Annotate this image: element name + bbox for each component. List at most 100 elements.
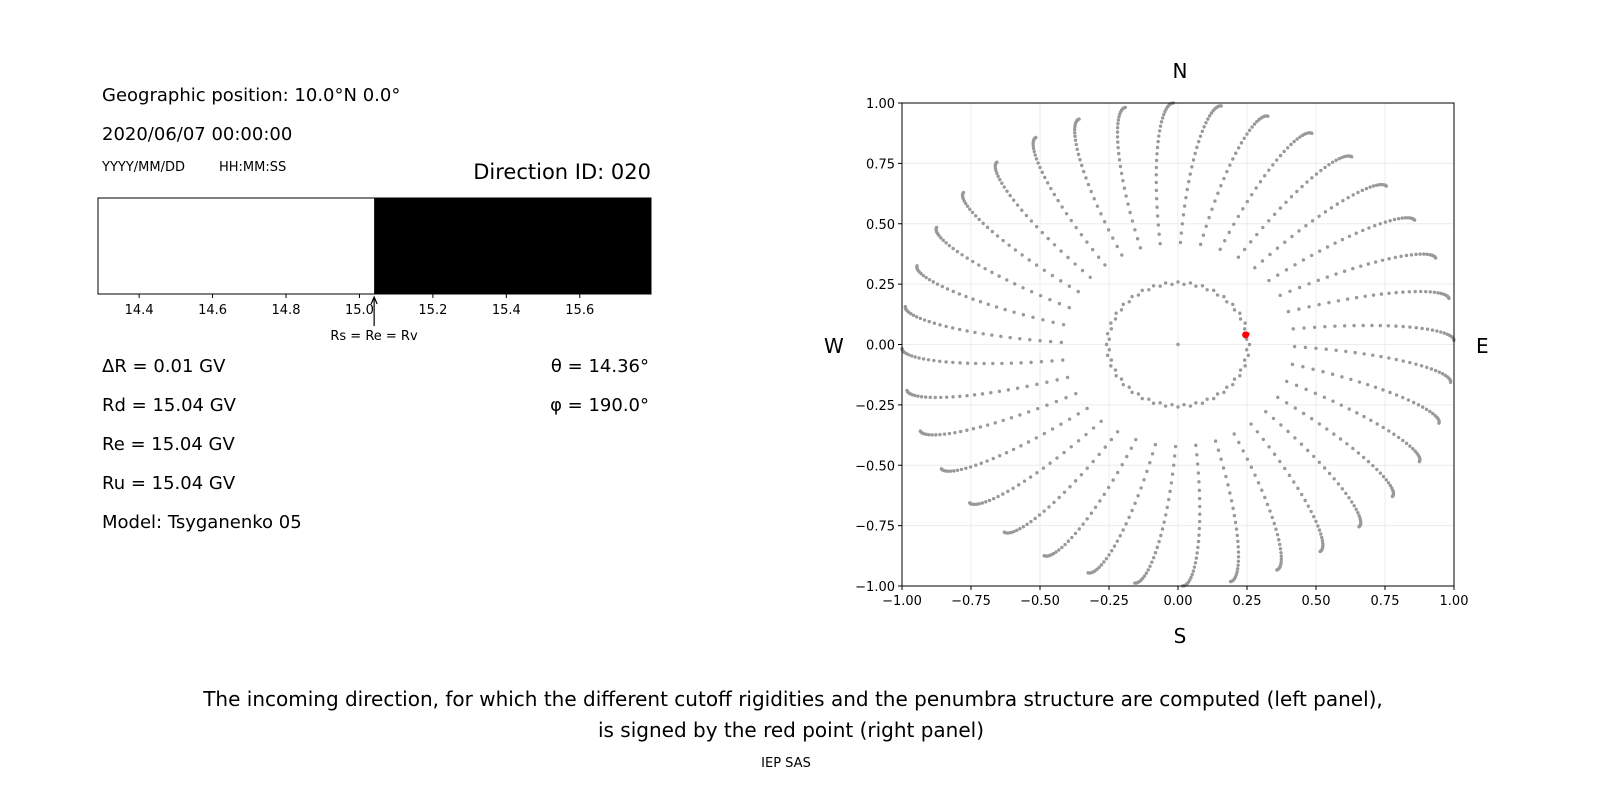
grid-point bbox=[1373, 224, 1377, 228]
grid-point bbox=[1206, 117, 1210, 121]
grid-point bbox=[1115, 539, 1120, 543]
grid-point bbox=[1055, 378, 1059, 382]
grid-point bbox=[971, 297, 975, 301]
grid-point bbox=[1357, 513, 1361, 518]
grid-point bbox=[1012, 529, 1016, 534]
grid-point bbox=[938, 359, 942, 363]
grid-point bbox=[1321, 369, 1325, 374]
grid-point bbox=[1034, 225, 1039, 229]
grid-point bbox=[1097, 452, 1101, 457]
grid-point bbox=[934, 433, 938, 437]
grid-point bbox=[1250, 125, 1254, 129]
grid-point bbox=[1317, 302, 1321, 307]
grid-point bbox=[1228, 163, 1232, 167]
grid-point bbox=[1201, 233, 1206, 237]
grid-point bbox=[1325, 245, 1330, 249]
grid-point bbox=[1227, 230, 1231, 235]
grid-point bbox=[1231, 157, 1235, 161]
grid-point bbox=[932, 358, 936, 363]
grid-point bbox=[1236, 255, 1241, 259]
grid-point bbox=[1310, 219, 1315, 223]
grid-point bbox=[1440, 372, 1445, 376]
grid-point bbox=[1191, 158, 1196, 162]
grid-point bbox=[1130, 219, 1135, 223]
grid-point bbox=[1060, 545, 1064, 550]
grid-point bbox=[1059, 340, 1064, 345]
grid-point bbox=[951, 246, 955, 251]
grid-point bbox=[1081, 522, 1085, 526]
grid-point bbox=[1275, 532, 1280, 537]
grid-point bbox=[991, 361, 995, 366]
grid-point bbox=[1297, 229, 1301, 233]
grid-point bbox=[1086, 571, 1090, 575]
grid-point bbox=[947, 243, 952, 248]
grid-point bbox=[1190, 572, 1194, 577]
grid-point bbox=[1216, 448, 1221, 452]
grid-point bbox=[1272, 212, 1277, 217]
grid-point bbox=[1236, 555, 1241, 559]
grid-point bbox=[1118, 164, 1123, 169]
grid-point bbox=[1265, 502, 1270, 507]
grid-point bbox=[905, 388, 909, 393]
grid-point bbox=[1346, 195, 1350, 200]
grid-point bbox=[1310, 131, 1314, 135]
grid-point bbox=[1034, 157, 1039, 161]
grid-point bbox=[1425, 327, 1430, 331]
grid-point bbox=[1297, 307, 1301, 311]
grid-point bbox=[1222, 390, 1226, 395]
grid-point bbox=[1394, 324, 1398, 328]
grid-point bbox=[1038, 293, 1043, 298]
grid-point bbox=[928, 395, 932, 400]
grid-point bbox=[1411, 400, 1416, 405]
x-tick-label: 0.50 bbox=[1302, 594, 1331, 609]
x-tick-label: 0.00 bbox=[1164, 594, 1193, 609]
grid-point bbox=[1158, 241, 1162, 246]
grid-point bbox=[1060, 205, 1064, 209]
credit: IEP SAS bbox=[761, 756, 811, 771]
grid-point bbox=[1390, 494, 1395, 499]
grid-point bbox=[1404, 253, 1409, 258]
grid-point bbox=[1433, 256, 1438, 260]
grid-point bbox=[1381, 425, 1385, 430]
grid-point bbox=[1275, 158, 1279, 162]
grid-point bbox=[1413, 449, 1417, 453]
grid-point bbox=[1105, 353, 1110, 358]
grid-point bbox=[1026, 440, 1031, 444]
grid-point bbox=[1414, 252, 1418, 257]
grid-point bbox=[1140, 288, 1144, 293]
grid-point bbox=[1210, 207, 1214, 211]
grid-point bbox=[1190, 165, 1194, 169]
grid-point bbox=[1039, 360, 1044, 364]
grid-point bbox=[1000, 181, 1004, 185]
grid-point bbox=[995, 160, 999, 164]
y-tick-label: −0.50 bbox=[855, 459, 895, 474]
grid-point bbox=[1319, 168, 1323, 173]
grid-point bbox=[1236, 563, 1240, 567]
grid-point bbox=[1006, 388, 1011, 392]
grid-point bbox=[1134, 437, 1138, 442]
grid-point bbox=[1416, 403, 1421, 407]
grid-point bbox=[1292, 344, 1297, 349]
grid-point bbox=[1077, 527, 1081, 531]
grid-point bbox=[1433, 368, 1438, 373]
x-tick-label: −0.50 bbox=[1020, 594, 1060, 609]
grid-point bbox=[1239, 141, 1244, 145]
grid-point bbox=[1001, 418, 1005, 423]
grid-point bbox=[1156, 223, 1161, 227]
grid-point bbox=[1234, 527, 1239, 531]
grid-point bbox=[1352, 504, 1356, 508]
grid-point bbox=[1154, 180, 1158, 185]
grid-point bbox=[1300, 184, 1304, 189]
grid-point bbox=[1120, 463, 1124, 467]
grid-point bbox=[1267, 445, 1271, 449]
grid-point bbox=[1067, 417, 1072, 421]
grid-point bbox=[1117, 115, 1121, 119]
grid-point bbox=[989, 391, 993, 395]
grid-point bbox=[1320, 538, 1325, 543]
grid-point bbox=[1042, 431, 1047, 436]
grid-point bbox=[996, 174, 1000, 179]
grid-point bbox=[1320, 535, 1324, 540]
grid-point bbox=[915, 264, 919, 268]
grid-point bbox=[998, 177, 1002, 182]
grid-point bbox=[1309, 417, 1314, 421]
